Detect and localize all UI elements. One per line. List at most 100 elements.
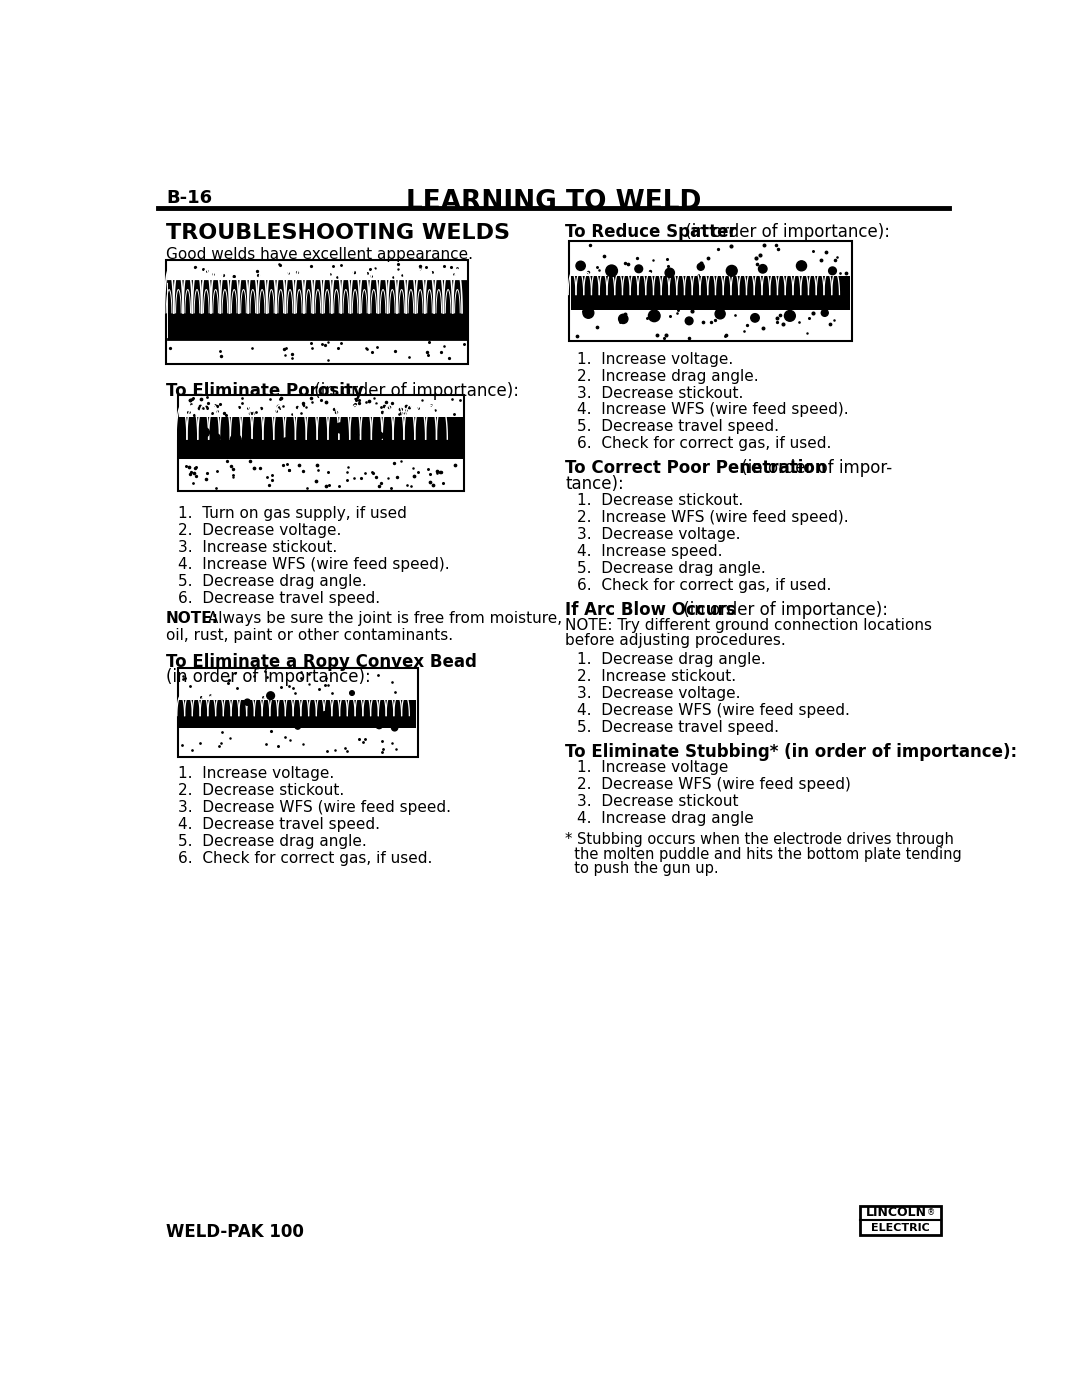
Circle shape (213, 434, 220, 441)
Circle shape (230, 434, 241, 446)
Text: B-16: B-16 (166, 189, 212, 207)
Text: 4.  Increase drag angle: 4. Increase drag angle (577, 810, 754, 826)
Circle shape (187, 721, 192, 726)
Text: 1.  Turn on gas supply, if used: 1. Turn on gas supply, if used (177, 507, 406, 521)
Text: 6.  Check for correct gas, if used.: 6. Check for correct gas, if used. (577, 578, 832, 594)
Text: To Correct Poor Penetration: To Correct Poor Penetration (565, 460, 827, 478)
Text: ELECTRIC: ELECTRIC (870, 1222, 930, 1232)
Circle shape (619, 314, 627, 324)
Circle shape (698, 264, 704, 270)
Text: 2.  Increase WFS (wire feed speed).: 2. Increase WFS (wire feed speed). (577, 510, 849, 525)
Bar (177, 668, 418, 757)
Circle shape (282, 437, 291, 446)
Circle shape (583, 307, 594, 319)
Text: 2.  Increase drag angle.: 2. Increase drag angle. (577, 369, 758, 384)
Text: If Arc Blow Occurs: If Arc Blow Occurs (565, 601, 735, 619)
Bar (179, 416, 463, 460)
Text: 6.  Decrease travel speed.: 6. Decrease travel speed. (177, 591, 380, 606)
Text: 6.  Check for correct gas, if used.: 6. Check for correct gas, if used. (177, 851, 432, 866)
Bar (569, 240, 852, 341)
Text: 3.  Decrease voltage.: 3. Decrease voltage. (577, 527, 740, 542)
Text: To Eliminate Stubbing* (in order of importance):: To Eliminate Stubbing* (in order of impo… (565, 743, 1017, 761)
Circle shape (221, 439, 227, 443)
Circle shape (244, 698, 251, 705)
Circle shape (665, 268, 674, 278)
Text: NOTE: Try different ground connection locations: NOTE: Try different ground connection lo… (565, 617, 932, 633)
Circle shape (247, 440, 255, 447)
Text: LEARNING TO WELD: LEARNING TO WELD (406, 189, 701, 215)
Text: 2.  Increase stickout.: 2. Increase stickout. (577, 669, 735, 685)
Circle shape (751, 314, 759, 323)
Text: 1.  Increase voltage.: 1. Increase voltage. (177, 766, 334, 781)
Text: 5.  Decrease travel speed.: 5. Decrease travel speed. (577, 419, 779, 434)
Text: NOTE:: NOTE: (166, 610, 219, 626)
Circle shape (727, 265, 738, 277)
Circle shape (828, 267, 836, 275)
Circle shape (322, 711, 328, 718)
Text: 3.  Decrease stickout: 3. Decrease stickout (577, 793, 739, 809)
Text: 1.  Increase voltage: 1. Increase voltage (577, 760, 728, 775)
Text: (in order of importance):: (in order of importance): (677, 601, 888, 619)
Text: 2.  Decrease WFS (wire feed speed): 2. Decrease WFS (wire feed speed) (577, 777, 851, 792)
Circle shape (310, 440, 316, 446)
Text: 1.  Decrease drag angle.: 1. Decrease drag angle. (577, 652, 766, 666)
Circle shape (635, 265, 643, 272)
Text: 5.  Decrease drag angle.: 5. Decrease drag angle. (177, 834, 366, 849)
Text: before adjusting procedures.: before adjusting procedures. (565, 633, 786, 648)
Text: 4.  Increase WFS (wire feed speed).: 4. Increase WFS (wire feed speed). (577, 402, 849, 418)
Circle shape (715, 309, 725, 319)
Text: 4.  Decrease travel speed.: 4. Decrease travel speed. (177, 817, 380, 831)
Text: To Eliminate a Ropy Convex Bead: To Eliminate a Ropy Convex Bead (166, 652, 477, 671)
Text: oil, rust, paint or other contaminants.: oil, rust, paint or other contaminants. (166, 629, 454, 643)
Circle shape (190, 439, 197, 446)
Text: to push the gun up.: to push the gun up. (565, 862, 719, 876)
Circle shape (685, 317, 693, 324)
Circle shape (200, 427, 210, 437)
Text: LINCOLN: LINCOLN (866, 1206, 927, 1220)
Text: To Reduce Spatter: To Reduce Spatter (565, 224, 737, 242)
Text: the molten puddle and hits the bottom plate tending: the molten puddle and hits the bottom pl… (565, 847, 962, 862)
Circle shape (375, 432, 383, 440)
Text: (in order of importance):: (in order of importance): (679, 224, 890, 242)
Text: 2.  Decrease voltage.: 2. Decrease voltage. (177, 524, 341, 538)
Text: Good welds have excellent appearance.: Good welds have excellent appearance. (166, 247, 473, 263)
Text: 1.  Increase voltage.: 1. Increase voltage. (577, 352, 733, 366)
Circle shape (376, 722, 382, 729)
Circle shape (784, 310, 795, 321)
Text: TROUBLESHOOTING WELDS: TROUBLESHOOTING WELDS (166, 224, 510, 243)
Bar (860, 1206, 941, 1235)
Bar (570, 275, 850, 310)
Circle shape (335, 423, 346, 433)
Text: WELD-PAK 100: WELD-PAK 100 (166, 1222, 303, 1241)
Circle shape (392, 725, 397, 731)
Text: * Stubbing occurs when the electrode drives through: * Stubbing occurs when the electrode dri… (565, 833, 954, 847)
Circle shape (267, 692, 274, 700)
Text: tance):: tance): (565, 475, 624, 493)
Text: 1.  Decrease stickout.: 1. Decrease stickout. (577, 493, 743, 509)
Text: 5.  Decrease drag angle.: 5. Decrease drag angle. (177, 574, 366, 590)
Text: 3.  Decrease voltage.: 3. Decrease voltage. (577, 686, 740, 701)
Text: Always be sure the joint is free from moisture,: Always be sure the joint is free from mo… (203, 610, 563, 626)
Circle shape (758, 264, 767, 272)
Circle shape (353, 432, 359, 437)
Circle shape (226, 719, 230, 724)
Circle shape (648, 310, 660, 321)
Text: 5.  Decrease drag angle.: 5. Decrease drag angle. (577, 562, 766, 576)
Circle shape (606, 265, 618, 277)
Text: 4.  Increase speed.: 4. Increase speed. (577, 545, 723, 559)
Text: 6.  Check for correct gas, if used.: 6. Check for correct gas, if used. (577, 436, 832, 451)
Circle shape (350, 690, 354, 696)
Bar (177, 395, 464, 490)
Text: 4.  Increase WFS (wire feed speed).: 4. Increase WFS (wire feed speed). (177, 557, 449, 573)
Circle shape (576, 261, 585, 271)
Bar (179, 700, 416, 728)
Text: 3.  Decrease WFS (wire feed speed.: 3. Decrease WFS (wire feed speed. (177, 800, 450, 814)
Text: ®: ® (927, 1208, 935, 1217)
Circle shape (796, 261, 807, 271)
Text: (in order of impor-: (in order of impor- (735, 460, 892, 478)
Text: 2.  Decrease stickout.: 2. Decrease stickout. (177, 782, 343, 798)
Text: 3.  Decrease stickout.: 3. Decrease stickout. (577, 386, 743, 401)
Text: (in order of importance):: (in order of importance): (309, 381, 519, 400)
Text: (in order of importance):: (in order of importance): (166, 668, 370, 686)
Circle shape (821, 309, 828, 316)
